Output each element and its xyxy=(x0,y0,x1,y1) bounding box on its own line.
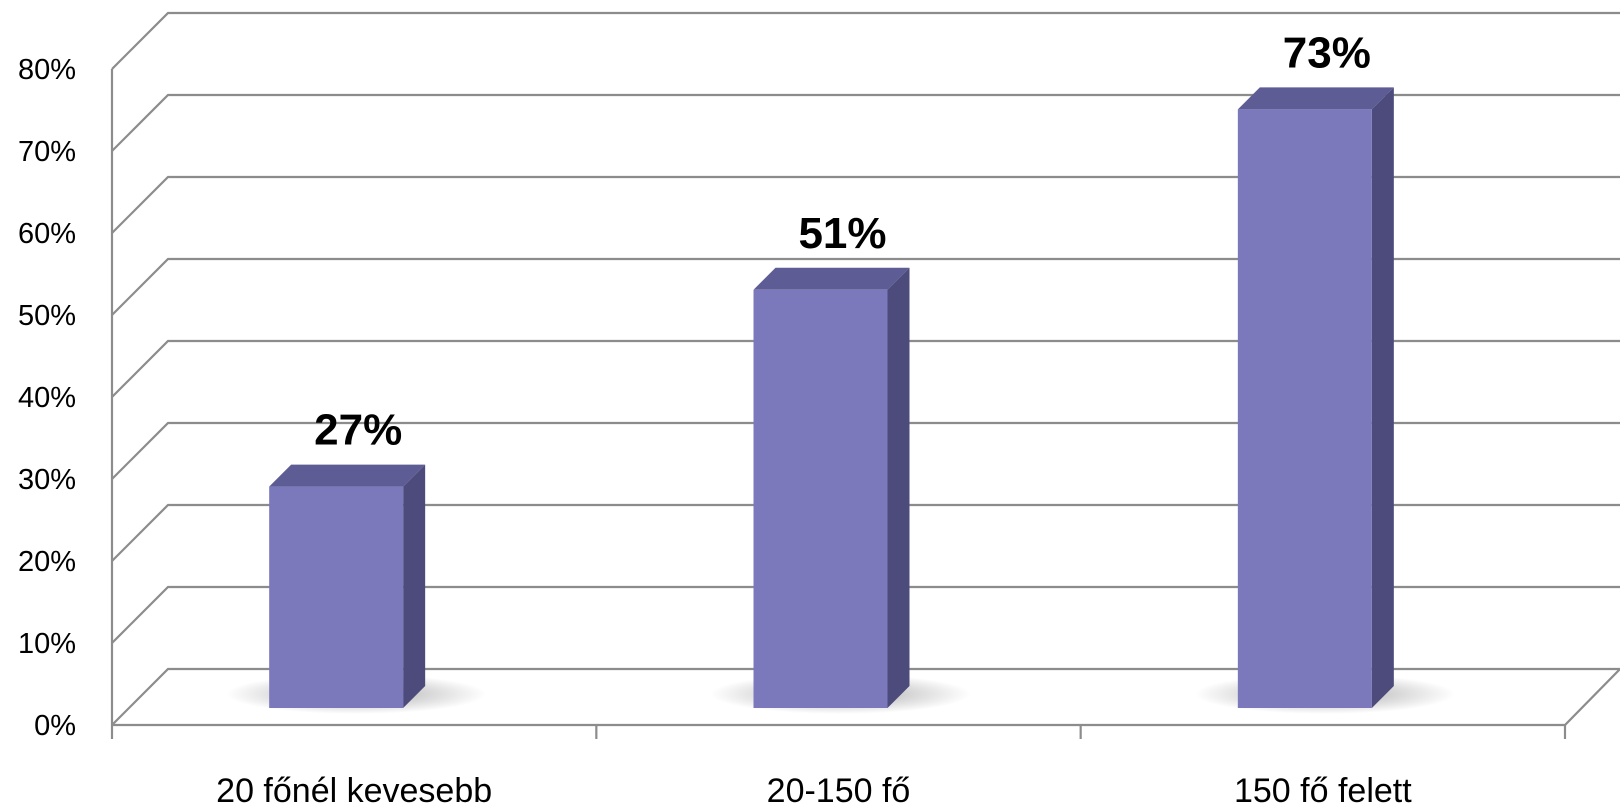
x-category-label: 20 főnél kevesebb xyxy=(216,772,492,810)
y-tick-label: 10% xyxy=(18,628,76,660)
gridline xyxy=(111,257,1620,316)
gridline xyxy=(111,585,1620,644)
gridlines xyxy=(111,11,1620,726)
y-tick-label: 50% xyxy=(18,300,76,332)
data-label: 27% xyxy=(314,406,402,455)
gridline xyxy=(111,93,1620,152)
y-tick-label: 60% xyxy=(18,218,76,250)
bar-top-face xyxy=(269,464,426,487)
y-tick-label: 30% xyxy=(18,464,76,496)
bar xyxy=(1237,109,1372,708)
bar-side-face xyxy=(887,267,910,708)
data-label: 73% xyxy=(1283,28,1371,77)
y-tick-label: 0% xyxy=(34,710,76,742)
x-category-label: 150 fő felett xyxy=(1234,772,1412,810)
gridline xyxy=(111,421,1620,480)
gridline xyxy=(111,11,1620,70)
gridline xyxy=(111,503,1620,562)
bar xyxy=(753,289,888,708)
axes xyxy=(110,69,1620,739)
bar-top-face xyxy=(1237,87,1394,110)
data-label: 51% xyxy=(798,209,886,258)
gridline xyxy=(111,667,1620,726)
x-category-label: 20-150 fő xyxy=(767,772,911,810)
labels: 0% 10% 20% 30% 40% 50% 60% 70% 80% 27% 20 főnél ke… xyxy=(18,28,1412,810)
y-tick-label: 80% xyxy=(18,54,76,86)
gridline xyxy=(111,175,1620,234)
bar-side-face xyxy=(403,464,426,708)
gridline xyxy=(111,339,1620,398)
bar-side-face xyxy=(1371,87,1394,708)
bars xyxy=(226,87,1455,714)
y-tick-label: 70% xyxy=(18,136,76,168)
y-tick-label: 20% xyxy=(18,546,76,578)
y-tick-label: 40% xyxy=(18,382,76,414)
bar-top-face xyxy=(753,267,910,290)
bar xyxy=(269,486,404,708)
